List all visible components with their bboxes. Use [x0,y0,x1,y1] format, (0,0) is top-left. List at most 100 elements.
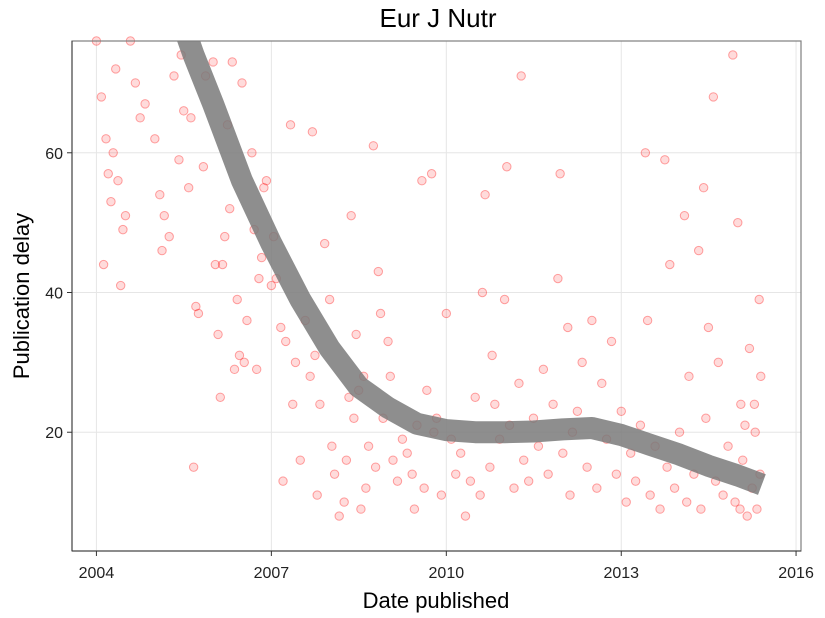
data-point [215,392,225,403]
data-point [592,483,602,493]
y-tick-label: 60 [45,146,63,163]
data-point [96,92,107,102]
data-point [460,511,471,521]
data-point [98,259,109,270]
data-point [349,413,359,423]
data-point [563,322,573,333]
data-point [451,469,461,479]
data-point [261,176,272,186]
data-point [669,483,680,493]
data-point [682,497,692,507]
data-point [385,371,395,382]
x-tick-label: 2007 [254,565,290,582]
data-point [756,371,766,382]
data-point [247,148,257,158]
data-point [210,259,221,270]
data-point [662,462,672,472]
smooth-trend-band [177,41,766,495]
data-point [499,294,510,305]
data-point [509,483,519,493]
data-point [370,462,381,472]
data-point [533,441,544,451]
data-point [339,497,349,507]
data-point [383,336,393,347]
data-point [312,490,322,500]
data-point [642,315,653,326]
x-tick-label: 2013 [603,565,639,582]
data-point [407,469,417,479]
y-tick-label: 20 [45,425,63,442]
x-axis-title: Date published [363,588,510,613]
data-point [254,273,264,284]
data-point [174,155,184,165]
data-point [113,176,123,186]
data-point [684,371,694,382]
data-point [305,371,315,382]
data-point [502,162,512,172]
data-point [101,134,111,144]
data-point [115,280,126,291]
data-point [157,245,167,256]
data-point [487,350,497,361]
x-tick-label: 2010 [429,565,465,582]
data-point [232,294,242,305]
data-point [738,455,748,465]
data-point [120,210,131,221]
data-point [402,448,412,458]
chart-title: Eur J Nutr [379,3,496,33]
data-point [239,357,249,368]
data-point [742,511,752,521]
data-point [750,427,760,437]
data-point [465,476,476,486]
data-point [276,322,286,333]
data-point [630,476,641,486]
data-point [740,420,750,430]
data-point [752,504,762,514]
data-point [227,57,237,67]
data-point [164,231,174,242]
data-point [155,189,165,200]
data-point [179,106,189,116]
data-point [693,245,704,256]
data-point [285,120,296,130]
data-point [108,148,118,158]
data-point [723,441,733,451]
data-point [290,357,301,368]
data-point [288,399,298,409]
data-point [319,238,330,249]
data-point [735,504,745,514]
data-point [582,462,592,472]
data-point [606,336,617,347]
data-point [266,280,277,291]
data-point [259,183,269,193]
data-point [635,420,646,430]
data-point [315,399,325,409]
data-point [324,294,335,305]
data-point [229,364,240,375]
data-point [281,336,291,347]
data-point [477,287,488,298]
data-point [225,203,235,214]
data-point [198,162,209,172]
data-point [754,294,764,305]
data-point [351,329,361,340]
data-point [679,210,690,221]
data-point [426,169,437,179]
data-point [698,183,709,193]
data-point [392,476,403,486]
data-point [744,343,755,354]
data-point [587,315,597,326]
data-point [516,71,526,81]
data-point [106,196,116,207]
data-point [485,462,495,472]
data-point [159,210,169,221]
data-point [558,448,568,458]
data-point [455,448,466,458]
data-point [140,99,150,109]
data-point [422,385,432,396]
y-axis-title: Publication delay [9,213,34,379]
data-point [111,64,121,74]
data-point [341,455,352,465]
data-point [278,476,288,486]
